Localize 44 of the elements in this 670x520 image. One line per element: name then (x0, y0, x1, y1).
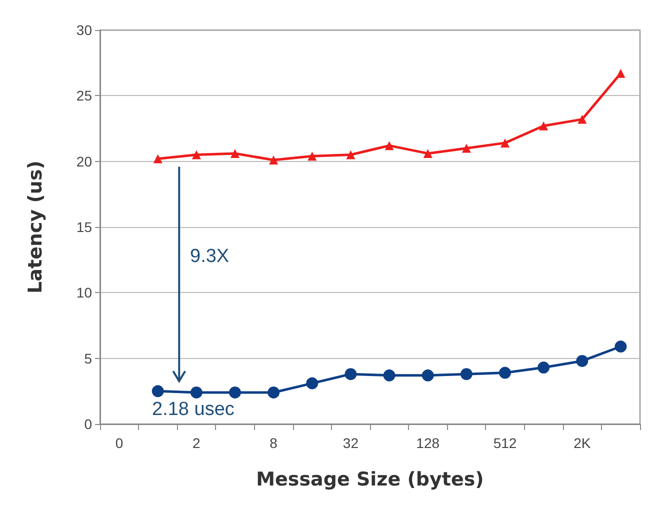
y-tick-label: 15 (76, 219, 92, 235)
annotation: 9.3X (190, 246, 230, 267)
y-tick-label: 5 (84, 350, 92, 366)
x-tick-label: 32 (342, 435, 359, 451)
point (268, 386, 280, 398)
point (500, 138, 510, 148)
annotation: 2.18 usec (152, 399, 234, 420)
y-tick-label: 20 (76, 153, 92, 170)
point (306, 377, 318, 390)
point (578, 114, 587, 124)
point (538, 362, 550, 374)
point (192, 150, 201, 160)
point (423, 148, 432, 158)
point (344, 368, 357, 380)
x-tick-label: 128 (416, 435, 440, 451)
point (614, 340, 627, 353)
point (269, 156, 278, 165)
point (539, 121, 548, 130)
point (384, 141, 394, 150)
y-tick-label: 10 (76, 284, 92, 301)
point (308, 152, 317, 161)
x-tick-label: 8 (270, 435, 278, 451)
point (229, 386, 241, 398)
point (576, 354, 588, 367)
x-tick-label: 2K (574, 435, 592, 451)
point (346, 150, 356, 160)
point (190, 386, 202, 398)
point (422, 369, 434, 382)
point (153, 154, 162, 164)
y-tick-label: 30 (76, 22, 92, 38)
point (462, 144, 471, 153)
point (460, 368, 472, 380)
point (616, 68, 626, 78)
point (383, 369, 396, 382)
y-tick-label: 0 (84, 416, 92, 432)
y-tick-label: 25 (76, 88, 92, 104)
x-axis-title: Message Size (bytes) (256, 468, 484, 490)
x-tick-label: 0 (115, 435, 124, 451)
y-axis-title: Latency (us) (24, 160, 46, 294)
point (499, 366, 511, 379)
point (152, 385, 164, 398)
x-tick-label: 2 (192, 435, 201, 451)
point (230, 148, 240, 158)
x-tick-label: 512 (493, 435, 517, 451)
